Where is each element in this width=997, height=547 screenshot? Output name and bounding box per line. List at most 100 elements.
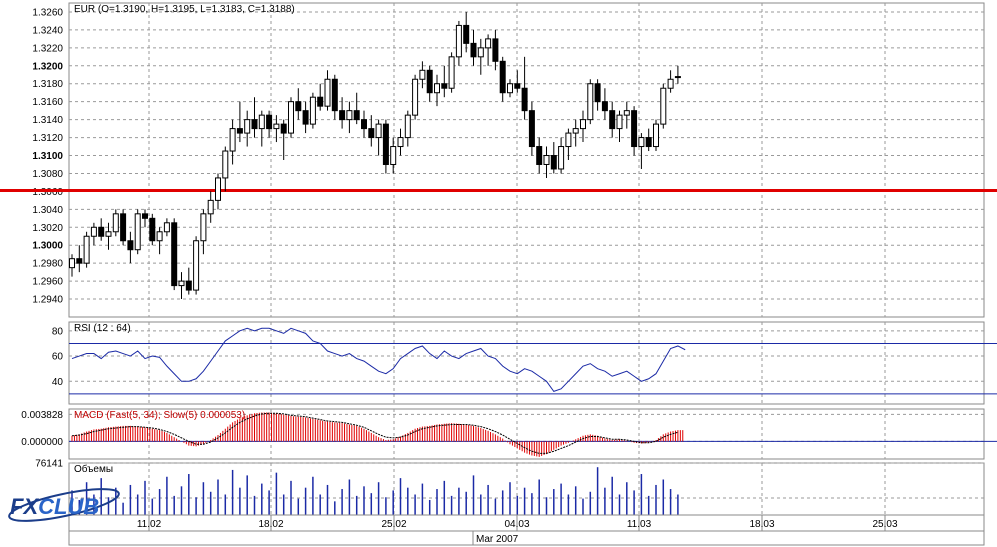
fxclub-logo: FXCLUB (8, 488, 120, 522)
pane-frame-0 (68, 2, 985, 318)
candle (266, 114, 273, 130)
candle (324, 78, 331, 107)
time-axis-label: 18.03 (749, 519, 774, 530)
candle (375, 123, 382, 139)
candle (185, 280, 192, 291)
volume-pane-title: Объемы (74, 463, 113, 475)
candle (594, 83, 601, 103)
macd-pane-title: MACD (Fast(5, 34); Slow(5) 0.000053) (74, 410, 245, 421)
candle (317, 96, 324, 107)
time-axis-label: 11.02 (137, 519, 162, 530)
candle (163, 222, 170, 233)
candle (273, 123, 280, 130)
candle (455, 24, 462, 58)
candle (426, 69, 433, 94)
time-axis (68, 514, 985, 546)
candle (368, 128, 375, 139)
candle (514, 83, 521, 89)
candle (156, 231, 163, 242)
candle (309, 96, 316, 125)
candle (550, 155, 557, 170)
candle (674, 76, 681, 79)
candle (83, 235, 90, 264)
candle (616, 114, 623, 130)
candle (134, 213, 141, 251)
candle (76, 258, 83, 264)
price-tick-label: 1.3180 (32, 79, 63, 90)
candle (244, 119, 251, 134)
price-tick-label: 1.3160 (32, 97, 63, 108)
time-axis-label: 11.03 (627, 519, 652, 530)
time-axis-label: 18.02 (258, 519, 283, 530)
price-tick-label: 1.3200 (32, 61, 63, 72)
candle (361, 119, 367, 130)
candle (507, 83, 513, 94)
candle (441, 83, 448, 89)
candle (171, 222, 178, 287)
candle (565, 132, 572, 148)
candle (645, 137, 652, 148)
candle (178, 280, 185, 287)
macd-signal-line (71, 412, 679, 454)
candle (492, 38, 499, 62)
macd-tick-label: 0.000000 (21, 437, 63, 448)
month-label: Mar 2007 (476, 534, 519, 545)
candle (149, 217, 156, 242)
candle (543, 155, 550, 165)
candle (288, 101, 294, 134)
price-tick-label: 1.2940 (32, 295, 63, 306)
candle (609, 110, 616, 130)
candle (470, 42, 477, 58)
price-tick-label: 1.2980 (32, 259, 63, 270)
time-axis-label: 25.03 (872, 519, 897, 530)
price-tick-label: 1.3080 (32, 169, 63, 180)
candle (112, 213, 119, 233)
candle (521, 87, 528, 112)
price-tick-label: 1.3220 (32, 43, 63, 54)
candle (528, 110, 535, 148)
candle (353, 110, 360, 121)
candle (601, 101, 608, 112)
candle (280, 123, 287, 134)
candle (558, 146, 565, 170)
candle (105, 231, 112, 237)
candle (200, 213, 207, 242)
pane-frame-3 (68, 462, 985, 516)
candle (207, 199, 214, 215)
candle (251, 119, 258, 130)
candle (412, 78, 419, 116)
candle (587, 83, 594, 121)
price-tick-label: 1.3260 (32, 7, 63, 18)
rsi-pane-title: RSI (12 : 64) (74, 323, 131, 334)
rsi-line (71, 327, 686, 392)
candle (653, 123, 659, 148)
candle (229, 128, 236, 152)
candle (295, 101, 302, 112)
candle (448, 56, 455, 89)
pane-frame-2 (68, 408, 985, 460)
price-tick-label: 1.3020 (32, 223, 63, 234)
time-axis-label: 04.03 (504, 519, 529, 530)
rsi-tick-label: 40 (52, 377, 64, 388)
price-pane-title: EUR (O=1.3190, H=1.3195, L=1.3183, C=1.3… (74, 4, 295, 15)
candle (631, 110, 638, 148)
candle (623, 110, 630, 116)
candle (331, 78, 338, 112)
candle (382, 123, 389, 165)
candle (339, 110, 346, 121)
candle (499, 60, 506, 94)
price-tick-label: 1.3040 (32, 205, 63, 216)
price-tick-label: 1.3120 (32, 133, 63, 144)
price-tick-label: 1.3140 (32, 115, 63, 126)
candle (222, 150, 229, 179)
candle (485, 38, 492, 49)
candle (302, 110, 309, 125)
candle (346, 110, 353, 121)
pane-frame-1 (68, 321, 985, 405)
candle (390, 146, 397, 165)
candle (536, 146, 543, 165)
candle (142, 213, 148, 219)
fxclub-logo-text: FXCLUB (10, 494, 99, 519)
candle (127, 240, 134, 251)
